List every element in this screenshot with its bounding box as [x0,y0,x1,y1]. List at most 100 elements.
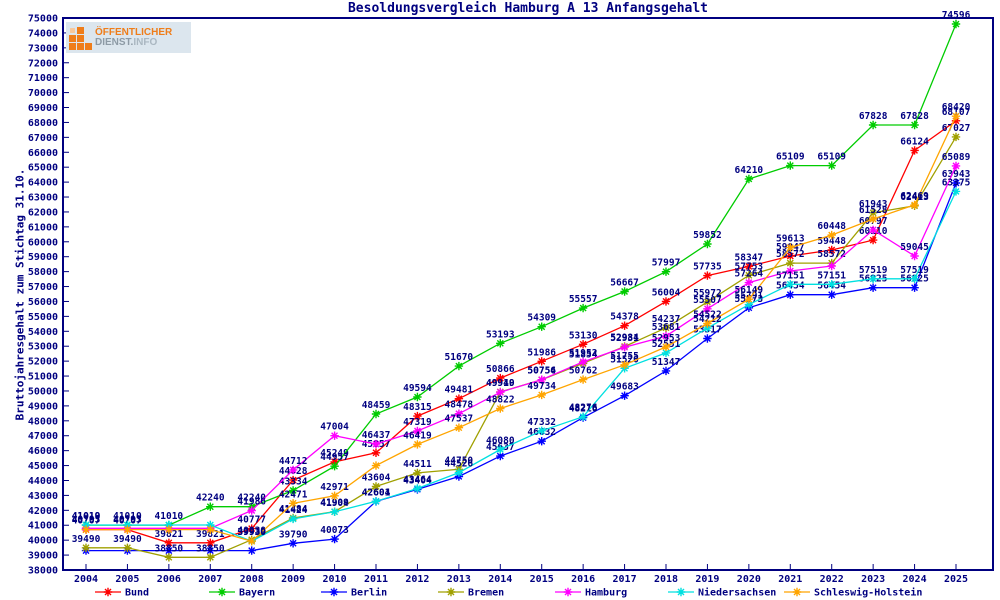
data-label-Bremen-2005: 39490 [113,534,142,545]
data-label-Bremen-2017: 52984 [610,332,639,343]
data-point-Schleswig-Holstein-2017 [620,360,629,369]
data-label-Schleswig-Holstein-2021: 59613 [776,234,805,245]
data-point-Berlin-2021 [786,290,795,299]
data-label-Bremen-2023: 61943 [859,199,888,210]
x-tick-label: 2020 [737,574,761,585]
x-tick-label: 2015 [530,574,554,585]
data-label-Hamburg-2004: 40793 [72,514,101,525]
data-label-Bayern-2013: 51670 [445,352,474,363]
data-point-Bayern-2014 [496,339,505,348]
data-label-Bayern-2021: 65109 [776,152,805,163]
x-tick-label: 2009 [281,574,305,585]
data-point-Niedersachsen-2010 [330,507,339,516]
data-label-Bund-2010: 45249 [320,448,349,459]
data-point-Bayern-2016 [578,303,588,313]
data-point-Niedersachsen-2022 [827,280,836,289]
data-label-Hamburg-2017: 52931 [610,333,639,344]
data-point-Hamburg-2008 [247,506,256,515]
legend-marker-Bayern [217,587,227,597]
data-label-Bremen-2012: 44511 [403,459,432,470]
data-point-Berlin-2015 [537,437,546,446]
data-label-Hamburg-2005: 40793 [113,514,142,525]
data-label-Hamburg-2009: 44712 [279,456,308,467]
y-tick-label: 72000 [28,58,58,69]
data-point-Hamburg-2015 [537,375,546,384]
y-tick-label: 48000 [28,416,58,427]
data-point-Schleswig-Holstein-2023 [868,214,878,224]
data-label-Niedersachsen-2025: 63375 [942,177,971,188]
data-point-Schleswig-Holstein-2010 [330,491,339,500]
data-point-Niedersachsen-2009 [288,514,298,524]
y-tick-label: 75000 [28,14,58,25]
legend-marker-Bremen [446,587,456,597]
data-point-Berlin-2025 [951,178,961,188]
y-tick-label: 51000 [28,372,58,383]
data-point-Schleswig-Holstein-2019 [703,319,712,328]
data-point-Hamburg-2010 [330,431,339,440]
y-tick-label: 47000 [28,431,58,442]
data-point-Schleswig-Holstein-2012 [413,440,422,449]
data-point-Bremen-2021 [786,258,795,268]
data-point-Bayern-2009 [288,486,298,495]
data-point-Bund-2013 [454,394,464,403]
data-label-Hamburg-2019: 55507 [693,295,722,306]
data-label-Bund-2022: 59448 [817,236,846,247]
y-tick-label: 56000 [28,297,58,308]
data-label-Berlin-2010: 40073 [320,525,349,536]
data-label-Bremen-2021: 58572 [776,249,805,260]
data-label-Bund-2014: 50866 [486,364,515,375]
legend-marker-Hamburg [563,587,573,597]
x-tick-label: 2019 [695,574,719,585]
data-point-Niedersachsen-2013 [454,468,464,477]
y-tick-label: 44000 [28,476,58,487]
x-tick-label: 2023 [861,574,885,585]
data-label-Hamburg-2011: 46437 [362,430,391,441]
x-tick-label: 2004 [74,574,98,585]
data-label-Bund-2016: 53130 [569,330,598,341]
data-label-Bremen-2009: 41484 [279,504,308,515]
data-label-Berlin-2017: 49683 [610,382,639,393]
x-tick-label: 2024 [903,574,927,585]
data-label-Schleswig-Holstein-2025: 68420 [942,102,971,113]
x-tick-label: 2006 [157,574,181,585]
data-point-Berlin-2019 [703,334,712,343]
data-point-Bremen-2018 [661,323,671,332]
x-tick-label: 2017 [613,574,637,585]
legend-label-Bund: Bund [125,588,149,599]
data-point-Niedersachsen-2016 [578,412,588,421]
data-label-Schleswig-Holstein-2022: 60448 [817,221,846,232]
y-tick-label: 68000 [28,118,58,129]
data-point-Bund-2012 [413,411,422,421]
data-point-Hamburg-2014 [496,388,505,397]
data-point-Bremen-2004 [81,543,91,552]
data-point-Bund-2014 [496,373,505,383]
data-point-Schleswig-Holstein-2016 [578,375,588,384]
data-label-Schleswig-Holstein-2019: 54522 [693,310,722,321]
data-point-Berlin-2014 [496,451,505,461]
data-point-Bayern-2015 [537,322,546,331]
data-point-Hamburg-2020 [744,278,754,287]
data-label-Bayern-2007: 42240 [196,493,225,504]
data-label-Berlin-2016: 48216 [569,404,598,415]
data-label-Bayern-2012: 49594 [403,383,432,394]
y-tick-label: 49000 [28,401,58,412]
data-label-Niedersachsen-2024: 57519 [900,265,929,276]
data-point-Niedersachsen-2014 [496,445,505,454]
data-point-Schleswig-Holstein-2025 [951,112,961,121]
data-point-Bremen-2005 [123,543,132,552]
oeffentlicher-dienst-logo[interactable]: ÖFFENTLICHER DIENST.INFO [66,22,191,53]
data-point-Bremen-2020 [744,271,754,280]
data-label-Bayern-2020: 64210 [735,165,764,176]
legend-label-Bremen: Bremen [468,588,504,599]
data-point-Bremen-2007 [206,553,215,562]
y-tick-label: 40000 [28,536,58,547]
data-label-Berlin-2009: 39790 [279,529,308,540]
data-point-Bund-2007 [206,538,215,547]
data-label-Niedersachsen-2011: 42604 [362,487,391,498]
data-label-Bayern-2011: 48459 [362,400,391,411]
data-label-Bayern-2025: 74596 [942,10,971,21]
y-tick-label: 53000 [28,342,58,353]
data-point-Niedersachsen-2024 [910,274,919,283]
x-tick-label: 2008 [240,574,264,585]
data-label-Bremen-2025: 67027 [942,123,971,134]
